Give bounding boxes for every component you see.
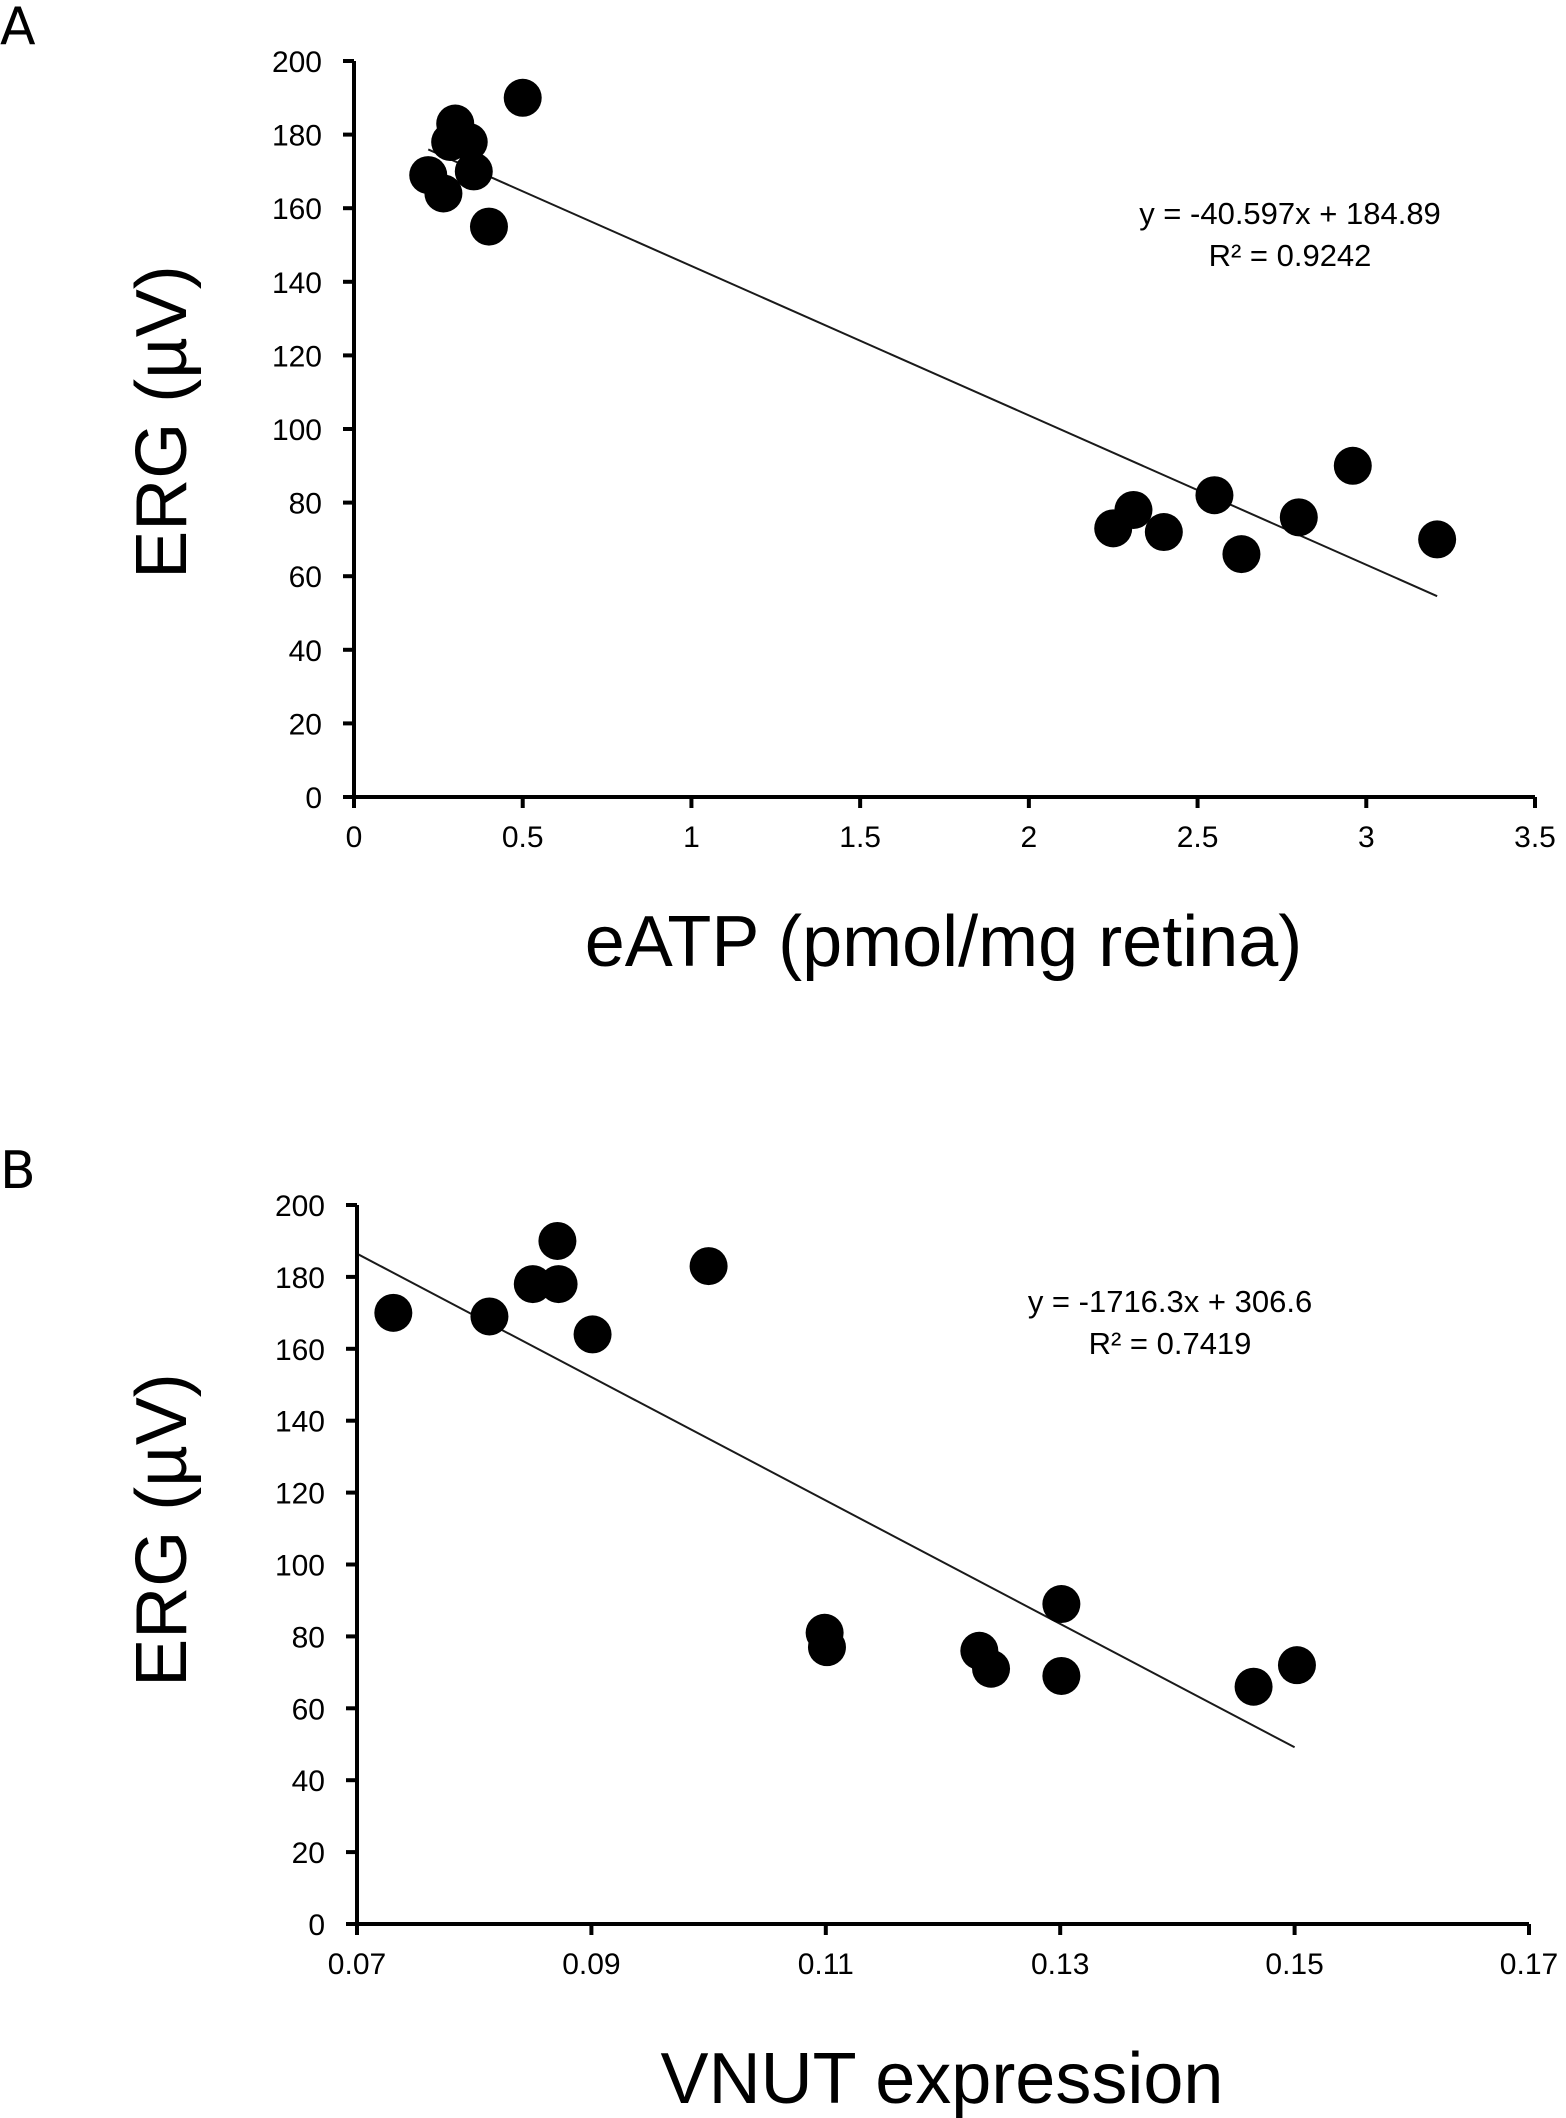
axis-ticks: 0 20 40 60 80 100 120 140 160 180 200 0.07 0.09 0.11 0… xyxy=(275,1190,1558,1981)
y-tick-label: 120 xyxy=(275,1478,325,1511)
trendline xyxy=(356,1252,1296,1749)
data-point xyxy=(470,1297,509,1336)
x-tick-label: 0.15 xyxy=(1265,1948,1323,1981)
x-tick-label: 0.09 xyxy=(562,1948,620,1981)
r-squared-label: R² = 0.9242 xyxy=(1209,238,1372,273)
x-tick-label: 3.5 xyxy=(1514,821,1556,854)
y-tick-label: 40 xyxy=(292,1765,325,1798)
trendline xyxy=(427,148,1438,598)
x-tick-label: 2.5 xyxy=(1177,821,1219,854)
data-point xyxy=(1144,513,1183,552)
data-point xyxy=(374,1293,413,1332)
panel-label: A xyxy=(0,0,36,57)
x-tick-label: 0.13 xyxy=(1031,1948,1089,1981)
y-tick-label: 140 xyxy=(275,1406,325,1439)
y-tick-label: 60 xyxy=(289,561,322,594)
y-tick-label: 80 xyxy=(292,1621,325,1654)
y-axis-title: ERG (µV) xyxy=(122,1373,202,1687)
x-axis-title: eATP (pmol/mg retina) xyxy=(585,902,1303,982)
data-point xyxy=(1042,1585,1081,1624)
axes xyxy=(355,1205,1529,1926)
y-tick-label: 60 xyxy=(292,1693,325,1726)
data-point xyxy=(503,78,542,117)
trendline-equation: y = -1716.3x + 306.6 xyxy=(1028,1284,1312,1319)
x-tick-label: 0 xyxy=(346,821,363,854)
x-tick-label: 0.11 xyxy=(798,1948,854,1981)
y-tick-label: 120 xyxy=(272,340,322,373)
panel-a: A 0 20 40 60 80 100 120 140 160 180 200 0 0.5 1 1.5 2 2.… xyxy=(0,0,1556,982)
r-squared-label: R² = 0.7419 xyxy=(1089,1326,1252,1361)
x-tick-label: 1.5 xyxy=(839,821,881,854)
data-point xyxy=(431,122,470,161)
data-point xyxy=(1277,1646,1316,1685)
y-tick-label: 160 xyxy=(275,1334,325,1367)
x-tick-label: 1 xyxy=(683,821,700,854)
y-tick-label: 80 xyxy=(289,488,322,521)
y-tick-label: 0 xyxy=(308,1909,325,1942)
y-tick-label: 180 xyxy=(272,120,322,153)
y-tick-label: 20 xyxy=(292,1837,325,1870)
data-point xyxy=(424,174,463,213)
y-tick-label: 100 xyxy=(275,1550,325,1583)
data-point xyxy=(1042,1656,1081,1695)
data-point xyxy=(539,1265,578,1304)
panel-b: B 0 20 40 60 80 100 120 140 160 180 200 0.07 0.09 0.1… xyxy=(0,1141,1558,2118)
y-tick-label: 160 xyxy=(272,193,322,226)
data-point xyxy=(1195,476,1234,515)
y-tick-label: 200 xyxy=(275,1190,325,1223)
x-axis-title: VNUT expression xyxy=(661,2039,1224,2118)
x-tick-label: 0.5 xyxy=(502,821,544,854)
x-tick-label: 0.17 xyxy=(1500,1948,1558,1981)
y-tick-label: 40 xyxy=(289,635,322,668)
y-tick-label: 180 xyxy=(275,1262,325,1295)
data-point xyxy=(454,152,493,191)
data-point xyxy=(1114,490,1153,529)
data-point xyxy=(1234,1667,1273,1706)
panel-label: B xyxy=(0,1141,36,1201)
x-tick-label: 2 xyxy=(1021,821,1038,854)
data-point xyxy=(1222,535,1261,574)
x-tick-label: 0.07 xyxy=(328,1948,386,1981)
data-point xyxy=(1279,498,1318,537)
axes xyxy=(352,61,1535,799)
x-tick-label: 3 xyxy=(1358,821,1375,854)
data-points xyxy=(374,1221,1316,1706)
data-points xyxy=(409,78,1457,574)
y-tick-label: 100 xyxy=(272,414,322,447)
data-point xyxy=(689,1247,728,1286)
data-point xyxy=(1333,446,1372,485)
y-tick-label: 200 xyxy=(272,46,322,79)
data-point xyxy=(469,207,508,246)
data-point xyxy=(807,1628,846,1667)
y-axis-title: ERG (µV) xyxy=(122,265,202,579)
data-point xyxy=(1418,520,1457,559)
y-tick-label: 20 xyxy=(289,708,322,741)
data-point xyxy=(538,1221,577,1260)
trendline-equation: y = -40.597x + 184.89 xyxy=(1139,196,1441,231)
data-point xyxy=(972,1649,1011,1688)
axis-ticks: 0 20 40 60 80 100 120 140 160 180 200 0 0.5 1 1.5 2 2.5 3… xyxy=(272,46,1556,854)
y-tick-label: 140 xyxy=(272,267,322,300)
data-point xyxy=(573,1315,612,1354)
y-tick-label: 0 xyxy=(305,782,322,815)
